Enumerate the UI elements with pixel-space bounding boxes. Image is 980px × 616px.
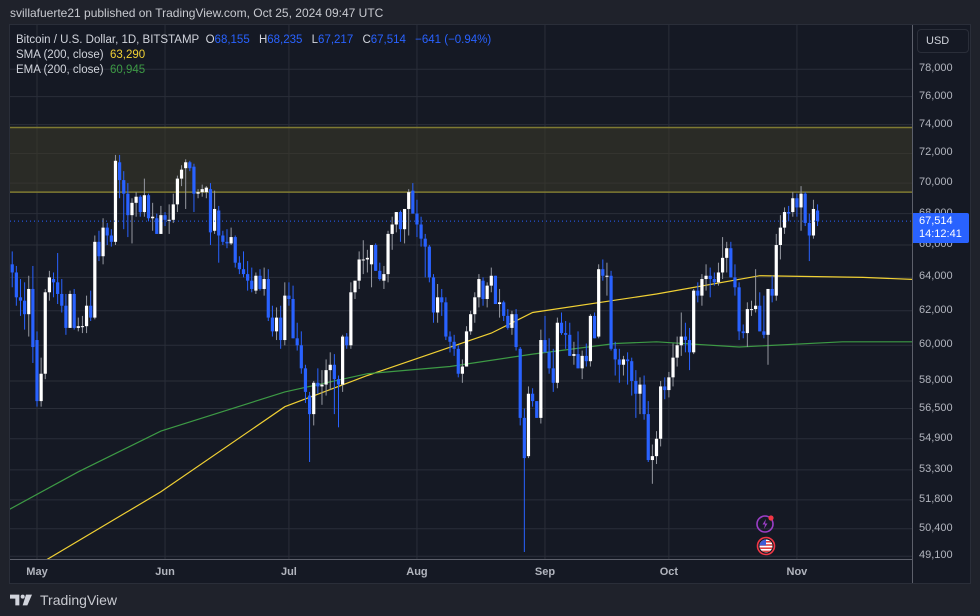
price-tick-label: 74,000 xyxy=(919,117,953,130)
high-label: H xyxy=(258,34,268,46)
price-tick-label: 53,300 xyxy=(919,462,953,475)
symbol-legend-row[interactable]: Bitcoin / U.S. Dollar, 1D, BITSTAMP O68,… xyxy=(16,33,491,48)
time-tick-label: Jul xyxy=(280,566,297,578)
chart-container[interactable]: Bitcoin / U.S. Dollar, 1D, BITSTAMP O68,… xyxy=(9,24,971,584)
open-label: O xyxy=(205,34,215,46)
bar-countdown: 14:12:41 xyxy=(919,228,962,241)
sma-legend-row[interactable]: SMA (200, close) 63,290 xyxy=(16,48,491,63)
ema-legend-row[interactable]: EMA (200, close) 60,945 xyxy=(16,63,491,78)
last-price-tag: 67,514 14:12:41 xyxy=(913,213,969,244)
time-tick-label: May xyxy=(26,566,48,578)
tradingview-footer: TradingView xyxy=(10,592,117,608)
high-value: 68,235 xyxy=(267,34,303,46)
price-tick-label: 50,400 xyxy=(919,521,953,534)
sma-value: 63,290 xyxy=(109,49,146,61)
price-tick-label: 49,100 xyxy=(919,549,953,562)
candlestick-chart[interactable] xyxy=(10,25,912,559)
tradingview-logo-icon xyxy=(10,594,32,606)
price-tick-label: 56,500 xyxy=(919,401,953,414)
price-axis[interactable]: USD 78,00076,00074,00072,00070,00068,000… xyxy=(912,25,971,583)
chart-legend: Bitcoin / U.S. Dollar, 1D, BITSTAMP O68,… xyxy=(16,33,491,78)
price-tick-label: 60,000 xyxy=(919,338,953,351)
time-tick-label: Sep xyxy=(534,566,556,578)
price-tick-label: 76,000 xyxy=(919,89,953,102)
us-flag-event-icon[interactable] xyxy=(756,535,778,557)
change-value: −641 (−0.94%) xyxy=(415,34,492,46)
time-tick-label: Nov xyxy=(786,566,808,578)
price-tick-label: 72,000 xyxy=(919,146,953,159)
price-tick-label: 78,000 xyxy=(919,62,953,75)
ema-label: EMA (200, close) xyxy=(16,64,104,76)
time-tick-label: Aug xyxy=(406,566,428,578)
price-tick-label: 64,000 xyxy=(919,270,953,283)
low-value: 67,217 xyxy=(318,34,354,46)
chart-plot-area[interactable]: Bitcoin / U.S. Dollar, 1D, BITSTAMP O68,… xyxy=(10,25,912,559)
price-tick-label: 62,000 xyxy=(919,303,953,316)
lightning-event-icon[interactable] xyxy=(755,513,777,535)
time-tick-label: Jun xyxy=(155,566,175,578)
close-value: 67,514 xyxy=(370,34,406,46)
symbol-title: Bitcoin / U.S. Dollar, 1D, BITSTAMP xyxy=(16,34,200,46)
last-price-value: 67,514 xyxy=(919,215,953,228)
price-tick-label: 54,900 xyxy=(919,431,953,444)
time-axis[interactable]: May Jun Jul Aug Sep Oct Nov xyxy=(10,559,912,584)
currency-button[interactable]: USD xyxy=(917,29,969,53)
price-tick-label: 58,000 xyxy=(919,373,953,386)
time-tick-label: Oct xyxy=(659,566,679,578)
price-tick-label: 70,000 xyxy=(919,176,953,189)
tradingview-brand: TradingView xyxy=(40,592,118,608)
price-tick-label: 51,800 xyxy=(919,492,953,505)
publisher-caption: svillafuerte21 published on TradingView.… xyxy=(10,6,384,20)
low-label: L xyxy=(311,34,319,46)
open-value: 68,155 xyxy=(214,34,250,46)
close-label: C xyxy=(362,34,371,46)
ema-value: 60,945 xyxy=(109,64,146,76)
sma-label: SMA (200, close) xyxy=(16,49,104,61)
